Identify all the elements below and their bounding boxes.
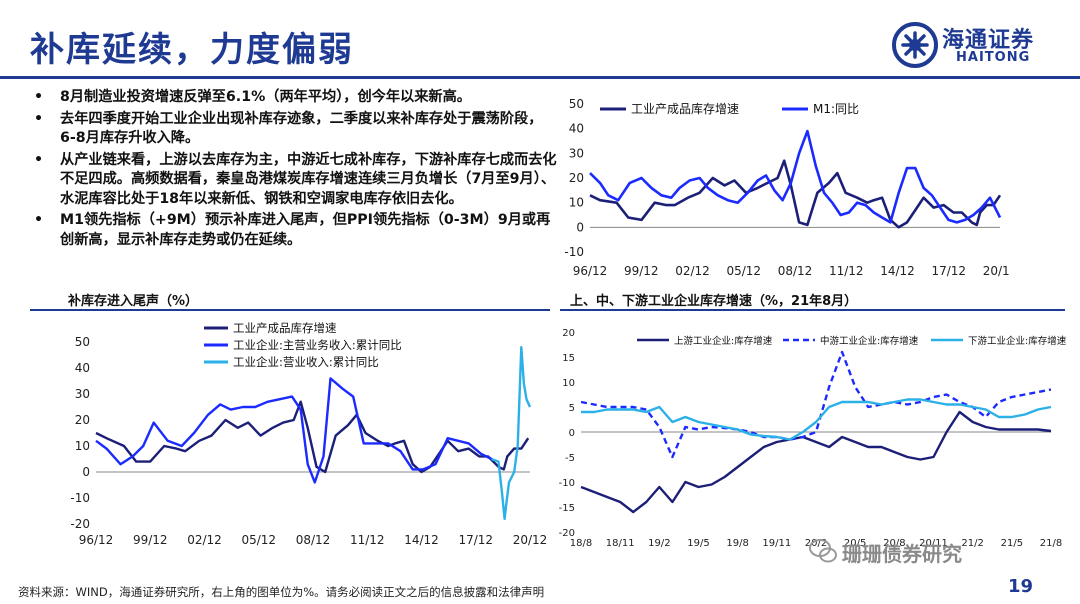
x-tick-label: 14/12 bbox=[880, 264, 915, 278]
series-line-1 bbox=[589, 129, 1002, 224]
series-line-0 bbox=[580, 410, 1052, 514]
y-tick-label: 0 bbox=[576, 220, 584, 234]
legend-label: 工业企业:营业收入:累计同比 bbox=[233, 355, 379, 369]
y-tick-label: -20 bbox=[559, 528, 575, 539]
wechat-icon bbox=[809, 539, 837, 563]
x-tick-label: 19/11 bbox=[762, 538, 791, 549]
x-tick-label: 20/5 bbox=[844, 538, 866, 549]
bullet-text: 从产业链来看，上游以去库存为主，中游近七成补库存，下游补库存七成而去化不足四成。… bbox=[60, 151, 557, 207]
y-tick-label: 40 bbox=[75, 361, 90, 375]
bullet-text: 去年四季度开始工业企业出现补库存迹象，二季度以来补库存处于震荡阶段，6-8月库存… bbox=[60, 110, 543, 147]
x-tick-label: 21/2 bbox=[961, 538, 983, 549]
x-tick-label: 20/8 bbox=[883, 538, 905, 549]
legend-label: 下游工业企业:库存增速 bbox=[968, 335, 1067, 347]
bullet-item: • M1领先指标（+9M）预示补库进入尾声，但PPI领先指标（0-3M）9月或再创… bbox=[34, 212, 551, 248]
x-tick-label: 19/2 bbox=[648, 538, 670, 549]
bullet-item: • 从产业链来看，上游以去库存为主，中游近七成补库存，下游补库存七成而去化不足四成… bbox=[34, 151, 557, 207]
x-tick-label: 99/12 bbox=[624, 264, 659, 278]
x-tick-label: 21/5 bbox=[1001, 538, 1023, 549]
x-tick-label: 21/8 bbox=[1040, 538, 1062, 549]
section-underline bbox=[30, 309, 550, 311]
haitong-emblem-icon bbox=[892, 22, 938, 68]
x-tick-label: 14/12 bbox=[404, 533, 439, 547]
bullet-text: 8月制造业投资增速反弹至6.1%（两年平均），创今年以来新高。 bbox=[60, 89, 471, 105]
section-underline bbox=[560, 309, 1065, 311]
x-tick-label: 11/12 bbox=[350, 533, 385, 547]
series-line-0 bbox=[95, 400, 530, 474]
x-tick-label: 20/12 bbox=[513, 533, 548, 547]
y-tick-label: 5 bbox=[569, 403, 575, 414]
x-tick-label: 05/12 bbox=[726, 264, 761, 278]
header-rule bbox=[0, 76, 1080, 79]
y-tick-label: -10 bbox=[564, 245, 584, 259]
x-tick-label: 17/12 bbox=[458, 533, 493, 547]
y-tick-label: -10 bbox=[559, 478, 575, 489]
y-tick-label: 30 bbox=[75, 387, 90, 401]
x-tick-label: 99/12 bbox=[133, 533, 168, 547]
y-tick-label: 20 bbox=[562, 328, 575, 339]
watermark: 珊珊债券研究 bbox=[809, 538, 962, 567]
page-number: 19 bbox=[1008, 576, 1034, 597]
series-line-1 bbox=[95, 377, 493, 484]
logo-chinese-name: 海通证券 bbox=[942, 28, 1035, 53]
watermark-text: 珊珊债券研究 bbox=[842, 542, 962, 566]
y-tick-label: 30 bbox=[569, 146, 584, 160]
y-tick-label: 10 bbox=[562, 378, 575, 389]
x-tick-label: 19/8 bbox=[726, 538, 748, 549]
bullet-list: • 8月制造业投资增速反弹至6.1%（两年平均），创今年以来新高。 • 去年四季度开… bbox=[28, 88, 558, 252]
x-tick-label: 96/12 bbox=[573, 264, 608, 278]
x-tick-label: 96/12 bbox=[79, 533, 114, 547]
page-title: 补库延续，力度偏弱 bbox=[30, 30, 354, 70]
series-line-2 bbox=[581, 398, 1052, 441]
chart-title-bottom-right: 上、中、下游工业企业库存增速（%，21年8月） bbox=[570, 294, 858, 309]
x-tick-label: 11/12 bbox=[829, 264, 864, 278]
y-tick-label: -15 bbox=[559, 503, 575, 514]
x-tick-label: 02/12 bbox=[187, 533, 222, 547]
bullet-text: M1领先指标（+9M）预示补库进入尾声，但PPI领先指标（0-3M）9月或再创新… bbox=[60, 212, 551, 248]
legend-label: 工业企业:主营业务收入:累计同比 bbox=[233, 338, 402, 352]
footer-source: 资料来源：WIND，海通证券研究所，右上角的图单位为%。请务必阅读正文之后的信息… bbox=[18, 585, 545, 599]
logo-english-name: HAITONG bbox=[956, 50, 1031, 65]
x-tick-label: 20/11 bbox=[919, 538, 948, 549]
y-tick-label: 20 bbox=[569, 171, 584, 185]
chart-title-bottom-left: 补库存进入尾声（%） bbox=[68, 294, 199, 309]
y-tick-label: 40 bbox=[569, 122, 584, 136]
y-tick-label: 10 bbox=[75, 439, 90, 453]
y-tick-label: 0 bbox=[569, 428, 575, 439]
x-tick-label: 02/12 bbox=[675, 264, 710, 278]
x-tick-label: 20/12 bbox=[983, 264, 1010, 278]
series-line-2 bbox=[491, 346, 532, 521]
x-tick-label: 08/12 bbox=[296, 533, 331, 547]
y-tick-label: 50 bbox=[569, 97, 584, 111]
x-tick-label: 08/12 bbox=[778, 264, 813, 278]
y-tick-label: 0 bbox=[82, 465, 90, 479]
y-tick-label: 10 bbox=[569, 196, 584, 210]
chart-m1-vs-inventory: -10 0 10 20 30 40 50 96/12 99/12 02/12 05/12 08/12 1… bbox=[564, 97, 1010, 278]
y-tick-label: 15 bbox=[562, 353, 575, 364]
bullet-item: • 8月制造业投资增速反弹至6.1%（两年平均），创今年以来新高。 bbox=[34, 89, 471, 105]
y-tick-label: -20 bbox=[70, 517, 90, 531]
y-tick-label: 20 bbox=[75, 413, 90, 427]
x-tick-label: 05/12 bbox=[241, 533, 276, 547]
haitong-logo: 海通证券 HAITONG bbox=[892, 22, 1052, 68]
x-tick-label: 18/8 bbox=[570, 538, 592, 549]
legend-label: 中游工业企业:库存增速 bbox=[820, 335, 919, 347]
x-tick-label: 18/11 bbox=[606, 538, 635, 549]
legend-label: 工业产成品库存增速 bbox=[631, 101, 739, 116]
x-tick-label: 19/5 bbox=[687, 538, 709, 549]
y-tick-label: -5 bbox=[565, 453, 575, 464]
chart-inventory-vs-revenue: -20 -10 0 10 20 30 40 50 96/12 99/12 02/12 05/12 08/… bbox=[70, 321, 548, 547]
chart-upstream-midstream-downstream: -20 -15 -10 -5 0 5 10 15 20 18/8 18/11 19/2 19/5 19/8… bbox=[559, 328, 1067, 549]
y-tick-label: -10 bbox=[70, 491, 90, 505]
legend-label: M1:同比 bbox=[813, 102, 859, 116]
x-tick-label: 20/2 bbox=[805, 538, 827, 549]
legend-label: 上游工业企业:库存增速 bbox=[674, 335, 773, 347]
x-tick-label: 17/12 bbox=[931, 264, 966, 278]
legend-label: 工业产成品库存增速 bbox=[233, 321, 337, 335]
y-tick-label: 50 bbox=[75, 335, 90, 349]
bullet-item: • 去年四季度开始工业企业出现补库存迹象，二季度以来补库存处于震荡阶段，6-8月库… bbox=[34, 110, 543, 147]
